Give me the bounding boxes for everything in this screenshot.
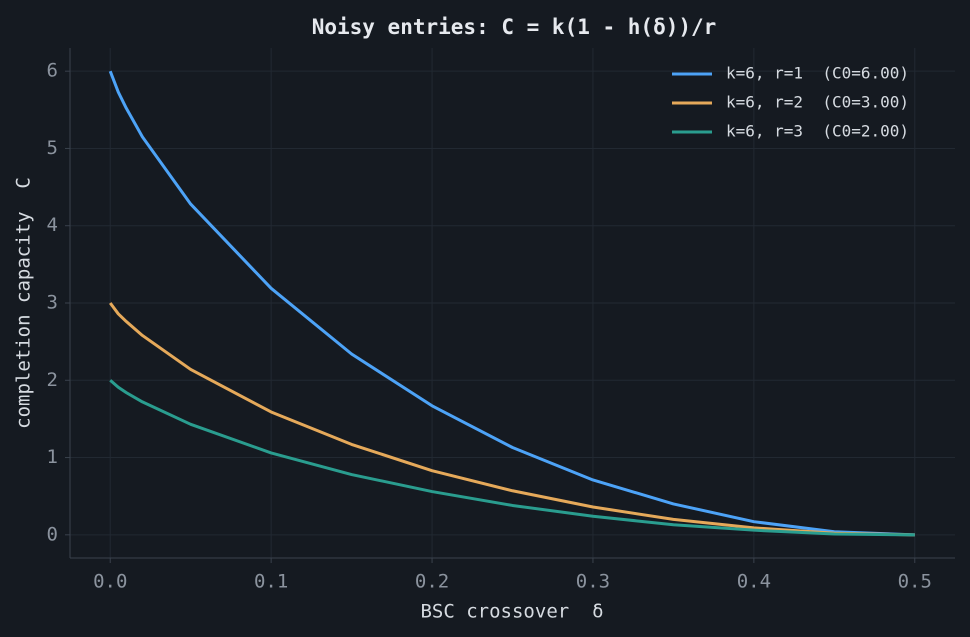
- x-tick-label: 0.3: [576, 571, 610, 593]
- chart-title: Noisy entries: C = k(1 - h(δ))/r: [312, 15, 717, 39]
- y-axis-label: completion capacity C: [13, 177, 35, 429]
- x-tick-label: 0.1: [254, 571, 288, 593]
- x-tick-label: 0.4: [737, 571, 771, 593]
- legend-label: k=6, r=2 (C0=3.00): [726, 93, 909, 112]
- y-tick-label: 2: [47, 369, 58, 391]
- legend-label: k=6, r=1 (C0=6.00): [726, 64, 909, 83]
- y-tick-label: 0: [47, 523, 58, 545]
- x-tick-label: 0.2: [415, 571, 449, 593]
- legend-label: k=6, r=3 (C0=2.00): [726, 122, 909, 141]
- x-tick-label: 0.0: [93, 571, 127, 593]
- x-axis-label: BSC crossover δ: [420, 601, 603, 623]
- x-tick-label: 0.5: [898, 571, 932, 593]
- y-tick-label: 3: [47, 292, 58, 314]
- line: [108, 70, 915, 537]
- y-tick-label: 1: [47, 446, 58, 468]
- line: [109, 302, 915, 537]
- line: [109, 379, 915, 537]
- y-tick-label: 5: [47, 137, 58, 159]
- y-tick-label: 6: [47, 60, 58, 82]
- y-tick-label: 4: [47, 214, 58, 236]
